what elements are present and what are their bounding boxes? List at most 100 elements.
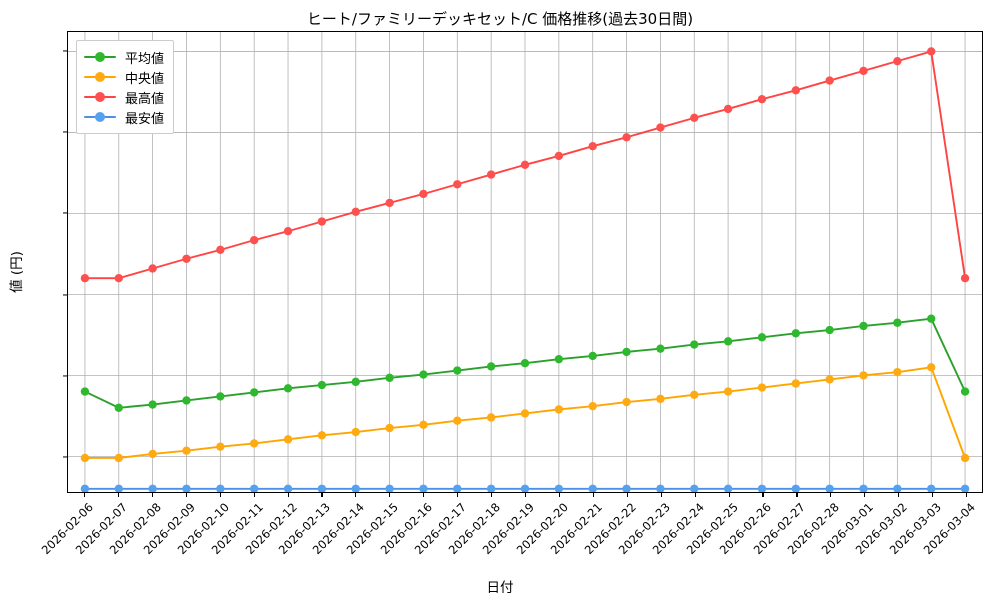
data-point-marker xyxy=(554,355,564,364)
data-point-marker xyxy=(283,435,293,444)
x-tick-mark xyxy=(626,493,628,497)
data-point-marker xyxy=(825,325,834,335)
legend-item-label: 中央値 xyxy=(125,71,165,87)
data-point-marker xyxy=(114,274,123,283)
data-point-marker xyxy=(893,367,902,377)
data-point-marker xyxy=(791,86,801,95)
data-point-marker xyxy=(249,439,259,448)
data-point-marker xyxy=(317,431,327,440)
y-axis-label: 値 (円) xyxy=(8,251,25,293)
data-point-marker xyxy=(859,371,868,380)
legend-swatch-icon xyxy=(84,70,116,84)
data-point-marker xyxy=(825,375,834,384)
data-point-marker xyxy=(723,104,733,114)
data-point-marker xyxy=(554,405,564,414)
data-point-marker xyxy=(453,484,462,492)
x-tick-mark xyxy=(491,493,493,497)
data-point-marker xyxy=(927,363,936,372)
data-point-marker xyxy=(520,409,530,418)
x-tick-mark xyxy=(355,493,357,497)
data-point-marker xyxy=(757,333,767,342)
x-tick-mark xyxy=(728,493,730,497)
data-point-marker xyxy=(690,113,699,123)
data-point-marker xyxy=(419,484,428,492)
data-point-marker xyxy=(249,235,259,245)
legend-item-3[interactable]: 最安値 xyxy=(84,107,164,127)
data-point-marker xyxy=(486,484,496,492)
data-point-marker xyxy=(80,453,90,463)
data-point-marker xyxy=(283,227,293,236)
data-point-marker xyxy=(588,401,597,411)
data-point-marker xyxy=(825,76,834,85)
data-point-marker xyxy=(148,484,157,492)
data-point-marker xyxy=(656,484,665,492)
data-point-marker xyxy=(723,484,733,492)
data-point-marker xyxy=(114,453,123,463)
y-tick-mark xyxy=(63,49,67,52)
data-point-marker xyxy=(825,484,834,492)
data-point-marker xyxy=(486,170,496,179)
legend-swatch-icon xyxy=(84,90,116,104)
data-point-marker xyxy=(317,484,327,492)
x-tick-mark xyxy=(253,493,255,497)
x-tick-mark xyxy=(83,493,86,497)
x-tick-mark xyxy=(932,493,934,497)
data-point-marker xyxy=(859,66,868,76)
data-point-marker xyxy=(859,321,868,331)
data-point-marker xyxy=(588,484,597,492)
legend-item-0[interactable]: 平均値 xyxy=(84,47,164,67)
data-point-marker xyxy=(723,337,733,346)
data-point-marker xyxy=(351,377,360,387)
data-point-marker xyxy=(927,484,936,492)
data-point-marker xyxy=(554,484,564,492)
data-point-marker xyxy=(893,484,902,492)
x-tick-mark xyxy=(830,493,832,497)
x-tick-mark xyxy=(151,493,153,497)
x-tick-mark xyxy=(423,493,425,497)
data-point-marker xyxy=(960,453,970,463)
data-point-marker xyxy=(317,380,327,390)
data-point-marker xyxy=(927,47,936,56)
data-point-marker xyxy=(249,484,259,492)
chart-legend: 平均値中央値最高値 最安値 xyxy=(76,40,175,134)
data-point-marker xyxy=(80,387,90,396)
legend-item-label: 最高値 xyxy=(125,91,165,107)
y-tick-mark xyxy=(63,131,67,133)
x-tick-mark xyxy=(219,493,221,497)
data-point-marker xyxy=(622,484,631,492)
x-tick-mark xyxy=(117,493,119,497)
data-point-marker xyxy=(927,314,936,323)
data-point-marker xyxy=(148,264,157,273)
x-tick-mark xyxy=(389,493,391,497)
data-point-marker xyxy=(351,484,360,492)
data-point-marker xyxy=(453,180,462,189)
data-point-marker xyxy=(791,329,801,338)
data-point-marker xyxy=(690,484,699,492)
x-tick-mark xyxy=(660,493,662,497)
data-point-marker xyxy=(960,484,970,492)
data-point-marker xyxy=(351,207,360,216)
y-tick-mark xyxy=(63,375,67,377)
data-point-marker xyxy=(216,392,225,401)
x-tick-mark xyxy=(966,493,968,497)
x-tick-mark xyxy=(694,493,696,497)
data-point-marker xyxy=(622,397,631,407)
data-point-marker xyxy=(114,403,123,412)
legend-swatch-icon xyxy=(84,50,116,64)
chart-title: ヒート/ファミリーデッキセット/C 価格推移(過去30日間) xyxy=(306,10,694,28)
legend-item-label: 平均値 xyxy=(125,51,165,67)
data-point-marker xyxy=(554,151,564,161)
data-point-marker xyxy=(216,442,225,451)
data-point-marker xyxy=(148,400,157,409)
x-tick-mark xyxy=(321,493,323,497)
legend-item-1[interactable]: 中央値 xyxy=(84,67,164,87)
data-point-marker xyxy=(182,446,191,455)
data-point-marker xyxy=(182,254,191,263)
data-point-marker xyxy=(182,484,191,492)
data-point-marker xyxy=(622,347,631,357)
data-point-marker xyxy=(216,484,225,492)
y-tick-mark xyxy=(63,212,67,214)
data-point-marker xyxy=(690,390,699,399)
data-point-marker xyxy=(588,351,597,361)
legend-item-2[interactable]: 最高値 xyxy=(84,87,164,107)
